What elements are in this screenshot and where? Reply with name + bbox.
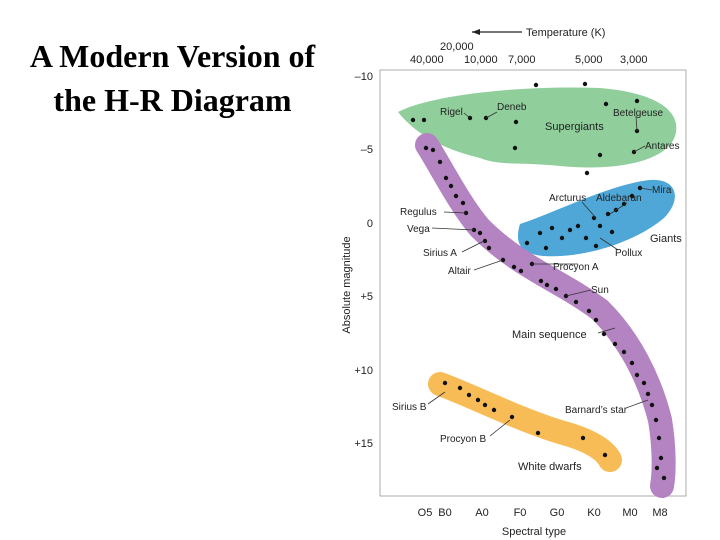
spectral-tick-k0: K0 xyxy=(587,507,600,519)
star-dots xyxy=(410,81,667,481)
white-dwarfs-label: White dwarfs xyxy=(518,461,582,473)
spectral-tick-o5: O5 xyxy=(418,507,433,519)
y-axis-label: Absolute magnitude xyxy=(341,236,353,333)
spectral-tick-m0: M0 xyxy=(622,507,637,519)
supergiants-region xyxy=(398,87,677,168)
regulus-label: Regulus xyxy=(400,207,437,218)
slide-title-line-2: the H-R Diagram xyxy=(53,82,292,118)
slide-title: A Modern Version of the H-R Diagram xyxy=(0,34,345,122)
sirius-b-label: Sirius B xyxy=(392,402,427,413)
temperature-tick-10000: 10,000 xyxy=(464,54,498,66)
spectral-tick-f0: F0 xyxy=(514,507,527,519)
y-tick-plus-10: +10 xyxy=(354,365,373,377)
procyon-b-label: Procyon B xyxy=(440,434,486,445)
supergiants-label: Supergiants xyxy=(545,121,604,133)
betelgeuse-label: Betelgeuse xyxy=(613,108,663,119)
magnitude-axis: –10 –5 0 +5 +10 +15 Absolute magnitude xyxy=(341,71,373,450)
temperature-tick-3000: 3,000 xyxy=(620,54,648,66)
y-tick-plus-15: +15 xyxy=(354,438,373,450)
slide-title-line-1: A Modern Version of xyxy=(29,38,316,74)
sun-label: Sun xyxy=(591,285,609,296)
deneb-label: Deneb xyxy=(497,102,527,113)
plot-frame xyxy=(379,69,687,497)
temperature-axis: Temperature (K) 20,000 40,000 10,000 7,0… xyxy=(410,27,648,66)
y-tick-minus-10: –10 xyxy=(355,71,373,83)
leader-lines xyxy=(427,111,653,437)
temperature-tick-20000: 20,000 xyxy=(440,41,474,53)
temperature-tick-40000: 40,000 xyxy=(410,54,444,66)
spectral-tick-b0: B0 xyxy=(438,507,451,519)
procyon-a-label: Procyon A xyxy=(553,262,599,273)
y-tick-minus-5: –5 xyxy=(361,144,373,156)
giants-label: Giants xyxy=(650,233,682,245)
temperature-tick-7000: 7,000 xyxy=(508,54,536,66)
altair-label: Altair xyxy=(448,266,471,277)
y-tick-plus-5: +5 xyxy=(360,291,373,303)
sirius-a-label: Sirius A xyxy=(423,248,457,259)
spectral-tick-g0: G0 xyxy=(550,507,565,519)
x-axis-label: Spectral type xyxy=(502,526,566,538)
temperature-arrow-icon xyxy=(472,29,480,35)
arcturus-label: Arcturus xyxy=(549,193,586,204)
rigel-label: Rigel xyxy=(440,107,463,118)
y-tick-0: 0 xyxy=(367,218,373,230)
temperature-tick-5000: 5,000 xyxy=(575,54,603,66)
main-sequence-label: Main sequence xyxy=(512,329,587,341)
giants-region xyxy=(517,179,675,257)
temperature-axis-label: Temperature (K) xyxy=(526,27,605,39)
mira-label: Mira xyxy=(652,185,672,196)
white-dwarfs-band xyxy=(428,372,622,472)
spectral-tick-a0: A0 xyxy=(475,507,488,519)
barnards-star-label: Barnard’s star xyxy=(565,405,628,416)
antares-label: Antares xyxy=(645,141,679,152)
vega-label: Vega xyxy=(407,224,430,235)
aldebaran-label: Aldebaran xyxy=(596,193,642,204)
pollux-label: Pollux xyxy=(615,248,642,259)
main-sequence-band xyxy=(415,133,676,498)
spectral-axis: O5 B0 A0 F0 G0 K0 M0 M8 Spectral type xyxy=(418,507,668,538)
spectral-tick-m8: M8 xyxy=(652,507,667,519)
